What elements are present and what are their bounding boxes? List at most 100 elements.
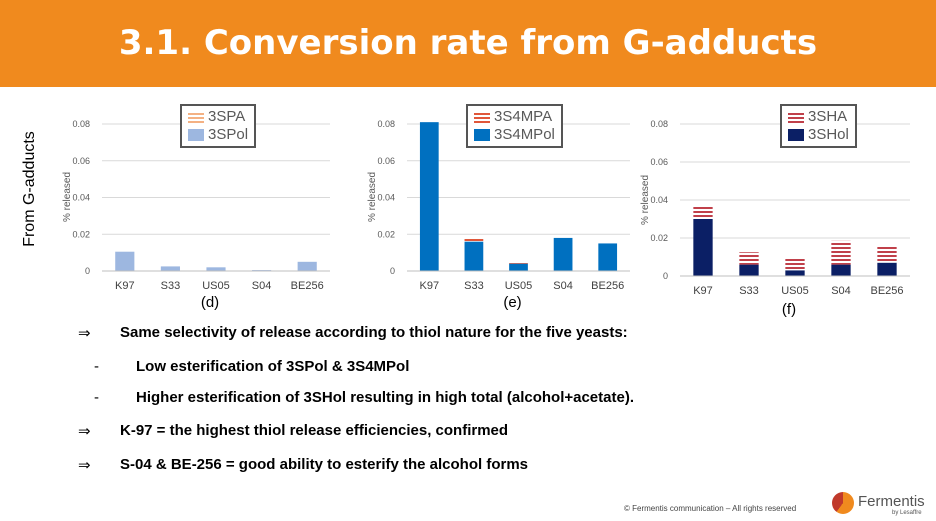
y-axis-label: % released [367, 172, 378, 222]
y-tick-label: 0.04 [650, 195, 668, 205]
bullet-4-text: K-97 = the highest thiol release efficie… [120, 422, 509, 439]
legend-d-label-1: 3SPA [208, 108, 246, 125]
bar-3S4MPA-US05 [509, 261, 528, 264]
bullet-1-text: Same selectivity of release according to… [120, 324, 628, 341]
chart-f-svg: 0 0.02 0.04 0.06 0.08 % released K97 S33 US05 S04… [640, 119, 910, 318]
bar-3SHA-S33 [739, 252, 759, 265]
legend-e-label-2: 3S4MPol [494, 126, 555, 143]
y-tick-label: 0.06 [72, 156, 90, 166]
bar-3SPol-BE256 [297, 261, 317, 271]
bar-3SPol-US05 [206, 267, 226, 271]
y-tick-label: 0 [663, 271, 668, 281]
y-tick-label: 0.06 [377, 156, 395, 166]
x-tick-label: S04 [252, 280, 272, 292]
legend-e-label-1: 3S4MPA [494, 108, 553, 125]
legend-e: 3S4MPA 3S4MPol [466, 104, 563, 148]
chart-d: 0 0.02 0.04 0.06 0.08 % released K97 S33 US05 S04… [50, 95, 350, 315]
bar-3S4MPol-US05 [509, 263, 528, 271]
legend-f-item-2: 3SHol [788, 126, 849, 144]
x-tick-label: K97 [693, 285, 713, 297]
x-tick-label: S33 [739, 285, 759, 297]
panel-letter: (f) [782, 301, 796, 318]
legend-f-swatch-2 [788, 129, 804, 141]
bar-3SHA-BE256 [877, 246, 897, 263]
bullet-2-text: Low esterification of 3SPol & 3S4MPol [136, 358, 410, 375]
bar-3S4MPol-S33 [464, 241, 484, 271]
legend-f: 3SHA 3SHol [780, 104, 857, 148]
legend-d-swatch-2 [188, 129, 204, 141]
x-tick-label: US05 [505, 280, 533, 292]
dash-icon: - [94, 389, 99, 406]
y-tick-label: 0.06 [650, 157, 668, 167]
side-label: From G-adducts [21, 131, 38, 247]
y-tick-label: 0.04 [72, 193, 90, 203]
legend-d-swatch-1 [188, 111, 204, 123]
bar-3S4MPol-S04 [553, 237, 573, 271]
bar-3SHol-K97 [693, 219, 713, 276]
y-axis-label: % released [62, 172, 73, 222]
x-tick-label: S33 [161, 280, 181, 292]
x-tick-label: US05 [202, 280, 230, 292]
legend-e-item-1: 3S4MPA [474, 108, 555, 126]
bar-3SHol-S04 [831, 264, 851, 276]
legend-d-item-1: 3SPA [188, 108, 248, 126]
chart-e: 0 0.02 0.04 0.06 0.08 % released K97 S33 US05 S04… [345, 95, 645, 315]
y-tick-label: 0 [390, 266, 395, 276]
page-title: 3.1. Conversion rate from G-adducts [118, 23, 818, 63]
x-tick-label: BE256 [870, 285, 903, 297]
bar-3SHA-K97 [693, 205, 713, 219]
chart-f: 0 0.02 0.04 0.06 0.08 % released K97 S33 US05 S04… [622, 95, 922, 320]
bar-3S4MPol-BE256 [598, 243, 618, 271]
legend-f-label-2: 3SHol [808, 126, 849, 143]
y-tick-label: 0.08 [72, 119, 90, 129]
implies-icon: ⇒ [78, 423, 91, 440]
legend-f-label-1: 3SHA [808, 108, 848, 125]
legend-e-swatch-2 [474, 129, 490, 141]
legend-f-item-1: 3SHA [788, 108, 849, 126]
fermentis-logo-icon [832, 492, 854, 514]
x-tick-label: BE256 [591, 280, 624, 292]
bar-3SHol-S33 [739, 264, 759, 276]
bar-3SHA-US05 [785, 257, 805, 271]
legend-f-swatch-1 [788, 111, 804, 123]
legend-d: 3SPA 3SPol [180, 104, 257, 148]
legend-d-item-2: 3SPol [188, 126, 248, 144]
copyright-notice: © Fermentis communication – All rights r… [624, 504, 797, 513]
legend-e-item-2: 3S4MPol [474, 126, 555, 144]
chart-e-svg: 0 0.02 0.04 0.06 0.08 % released K97 S33 US05 S04… [367, 119, 630, 311]
x-tick-label: S04 [831, 285, 851, 297]
bar-3SHol-US05 [785, 270, 805, 276]
implies-icon: ⇒ [78, 457, 91, 474]
y-tick-label: 0.04 [377, 193, 395, 203]
bar-3SPol-K97 [115, 251, 135, 271]
y-axis-label: % released [640, 175, 651, 225]
y-tick-label: 0.08 [650, 119, 668, 129]
bar-3SPol-S33 [160, 266, 180, 271]
bar-3S4MPol-K97 [419, 122, 439, 271]
y-tick-label: 0.08 [377, 119, 395, 129]
fermentis-logo: Fermentis by Lesaffre [832, 492, 932, 518]
x-tick-label: K97 [115, 280, 135, 292]
y-tick-label: 0 [85, 266, 90, 276]
y-tick-label: 0.02 [377, 229, 395, 239]
x-tick-label: US05 [781, 285, 809, 297]
bar-3S4MPA-S33 [464, 238, 484, 242]
logo-brand: Fermentis [858, 493, 925, 510]
y-tick-label: 0.02 [72, 229, 90, 239]
x-tick-label: K97 [420, 280, 440, 292]
chart-d-svg: 0 0.02 0.04 0.06 0.08 % released K97 S33 US05 S04… [62, 119, 330, 311]
x-tick-label: BE256 [291, 280, 324, 292]
bar-3SHol-BE256 [877, 262, 897, 276]
bullet-5-text: S-04 & BE-256 = good ability to esterify… [120, 456, 529, 473]
legend-e-swatch-1 [474, 111, 490, 123]
legend-d-label-2: 3SPol [208, 126, 249, 143]
panel-letter: (e) [503, 294, 521, 311]
bullet-3-text: Higher esterification of 3SHol resulting… [136, 389, 634, 406]
panel-letter: (d) [201, 294, 219, 311]
title-banner: 3.1. Conversion rate from G-adducts [0, 0, 936, 87]
x-tick-label: S33 [464, 280, 484, 292]
bar-3SHA-S04 [831, 240, 851, 265]
dash-icon: - [94, 358, 99, 375]
y-tick-label: 0.02 [650, 233, 668, 243]
x-tick-label: S04 [553, 280, 573, 292]
